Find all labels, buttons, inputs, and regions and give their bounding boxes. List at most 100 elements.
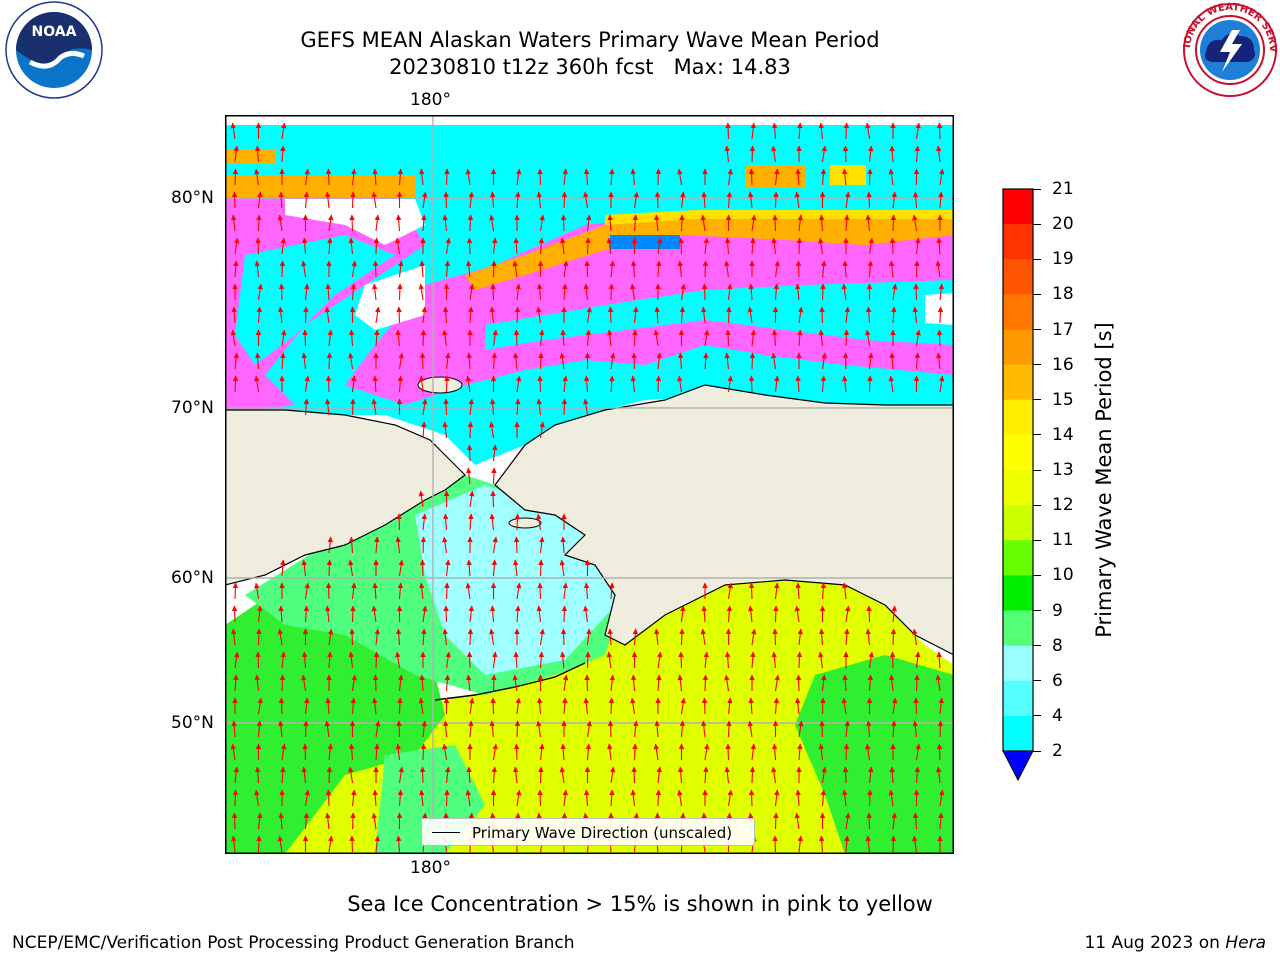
colorbar — [1002, 188, 1034, 782]
wave-arrow — [255, 651, 261, 669]
wave-arrow — [630, 260, 637, 278]
wave-arrow — [679, 628, 685, 646]
wave-arrow — [771, 651, 777, 669]
wave-arrow — [327, 329, 334, 347]
wave-arrow — [820, 789, 827, 807]
wave-arrow — [844, 214, 850, 232]
wave-arrow — [418, 375, 425, 393]
wave-arrow — [912, 214, 918, 232]
wave-arrow — [585, 651, 591, 669]
wave-arrow — [794, 812, 801, 830]
wave-arrow — [513, 237, 519, 255]
wave-arrow — [725, 743, 731, 761]
wave-arrow — [395, 835, 402, 853]
ocean-blue-pocket — [610, 235, 680, 249]
wave-arrow — [512, 352, 519, 370]
wave-arrow — [277, 628, 284, 646]
wave-arrow — [750, 122, 757, 140]
colorbar-tick-label: 2 — [1052, 741, 1063, 761]
colorbar-tick-mark — [1033, 645, 1041, 647]
wave-arrow — [797, 214, 804, 232]
colorbar-tick-mark — [1033, 539, 1041, 541]
wave-arrow — [443, 191, 449, 209]
wave-arrow — [277, 835, 284, 853]
wave-arrow — [586, 720, 592, 738]
wave-arrow — [890, 835, 897, 853]
colorbar-band — [1003, 715, 1033, 752]
wave-arrow — [492, 536, 498, 554]
colorbar-band — [1003, 575, 1033, 611]
wave-arrow — [536, 398, 542, 416]
colorbar-band — [1003, 470, 1033, 506]
wave-arrow — [868, 651, 874, 669]
wave-arrow — [421, 214, 427, 232]
wave-arrow — [325, 168, 332, 186]
colorbar-band — [1003, 399, 1033, 436]
wave-arrow — [351, 168, 357, 186]
colorbar-band — [1003, 259, 1033, 295]
wave-arrow — [350, 398, 356, 416]
nws-logo: NATIONAL WEATHER SERVICE — [1176, 0, 1278, 97]
wave-arrow — [491, 674, 497, 692]
wave-arrow — [491, 467, 497, 485]
wave-arrow — [303, 191, 310, 209]
wave-arrow — [559, 237, 566, 255]
wave-arrow — [938, 697, 945, 715]
wave-arrow — [888, 260, 895, 278]
wave-arrow — [538, 352, 544, 370]
wave-arrow — [490, 283, 496, 301]
wave-arrow — [303, 398, 310, 416]
wave-arrow — [489, 214, 495, 232]
wave-arrow — [350, 605, 356, 623]
wave-arrow — [888, 375, 895, 393]
wave-arrow — [418, 697, 425, 715]
wave-arrow — [443, 398, 449, 416]
wave-arrow — [703, 766, 709, 784]
wave-arrow — [867, 674, 874, 692]
wave-arrow — [538, 766, 544, 784]
wave-arrow — [868, 145, 874, 163]
wave-arrow — [444, 674, 451, 692]
wave-arrow — [795, 375, 801, 393]
wave-arrow — [515, 398, 521, 416]
wave-arrow — [442, 306, 449, 324]
wave-arrow — [844, 628, 850, 646]
wave-arrow — [747, 720, 754, 738]
wave-arrow — [537, 375, 543, 393]
colorbar-tick-label: 21 — [1052, 179, 1074, 199]
wave-arrow — [371, 191, 378, 209]
colorbar-band — [1003, 505, 1033, 541]
wave-arrow — [301, 352, 307, 370]
wave-arrow — [560, 743, 566, 761]
wave-arrow — [325, 375, 332, 393]
wave-arrow — [912, 306, 918, 324]
map-legend: Primary Wave Direction (unscaled) — [421, 818, 755, 846]
wave-arrow — [280, 122, 287, 140]
wave-arrow — [727, 789, 733, 807]
wave-arrow — [891, 306, 897, 324]
wave-arrow — [348, 743, 355, 761]
wave-arrow — [350, 697, 357, 715]
wave-arrow — [349, 214, 355, 232]
wave-arrow — [539, 421, 545, 439]
wave-arrow — [277, 720, 284, 738]
wave-arrow — [700, 720, 707, 738]
wave-arrow — [492, 743, 498, 761]
wave-arrow — [398, 559, 404, 577]
wave-arrow — [232, 375, 239, 393]
wave-arrow — [254, 582, 260, 600]
wave-arrow — [418, 582, 425, 600]
wave-arrow — [395, 214, 402, 232]
colorbar-tick-mark — [1033, 680, 1041, 682]
wave-arrow — [442, 536, 448, 554]
wave-arrow — [583, 168, 590, 186]
wave-arrow — [232, 789, 239, 807]
wave-arrow — [888, 789, 895, 807]
wave-arrow — [562, 375, 569, 393]
wave-arrow — [772, 835, 778, 853]
wave-arrow — [774, 674, 780, 692]
wave-arrow — [747, 605, 754, 623]
wave-arrow — [324, 605, 331, 623]
wave-arrow — [703, 329, 710, 347]
wave-arrow — [256, 720, 263, 738]
